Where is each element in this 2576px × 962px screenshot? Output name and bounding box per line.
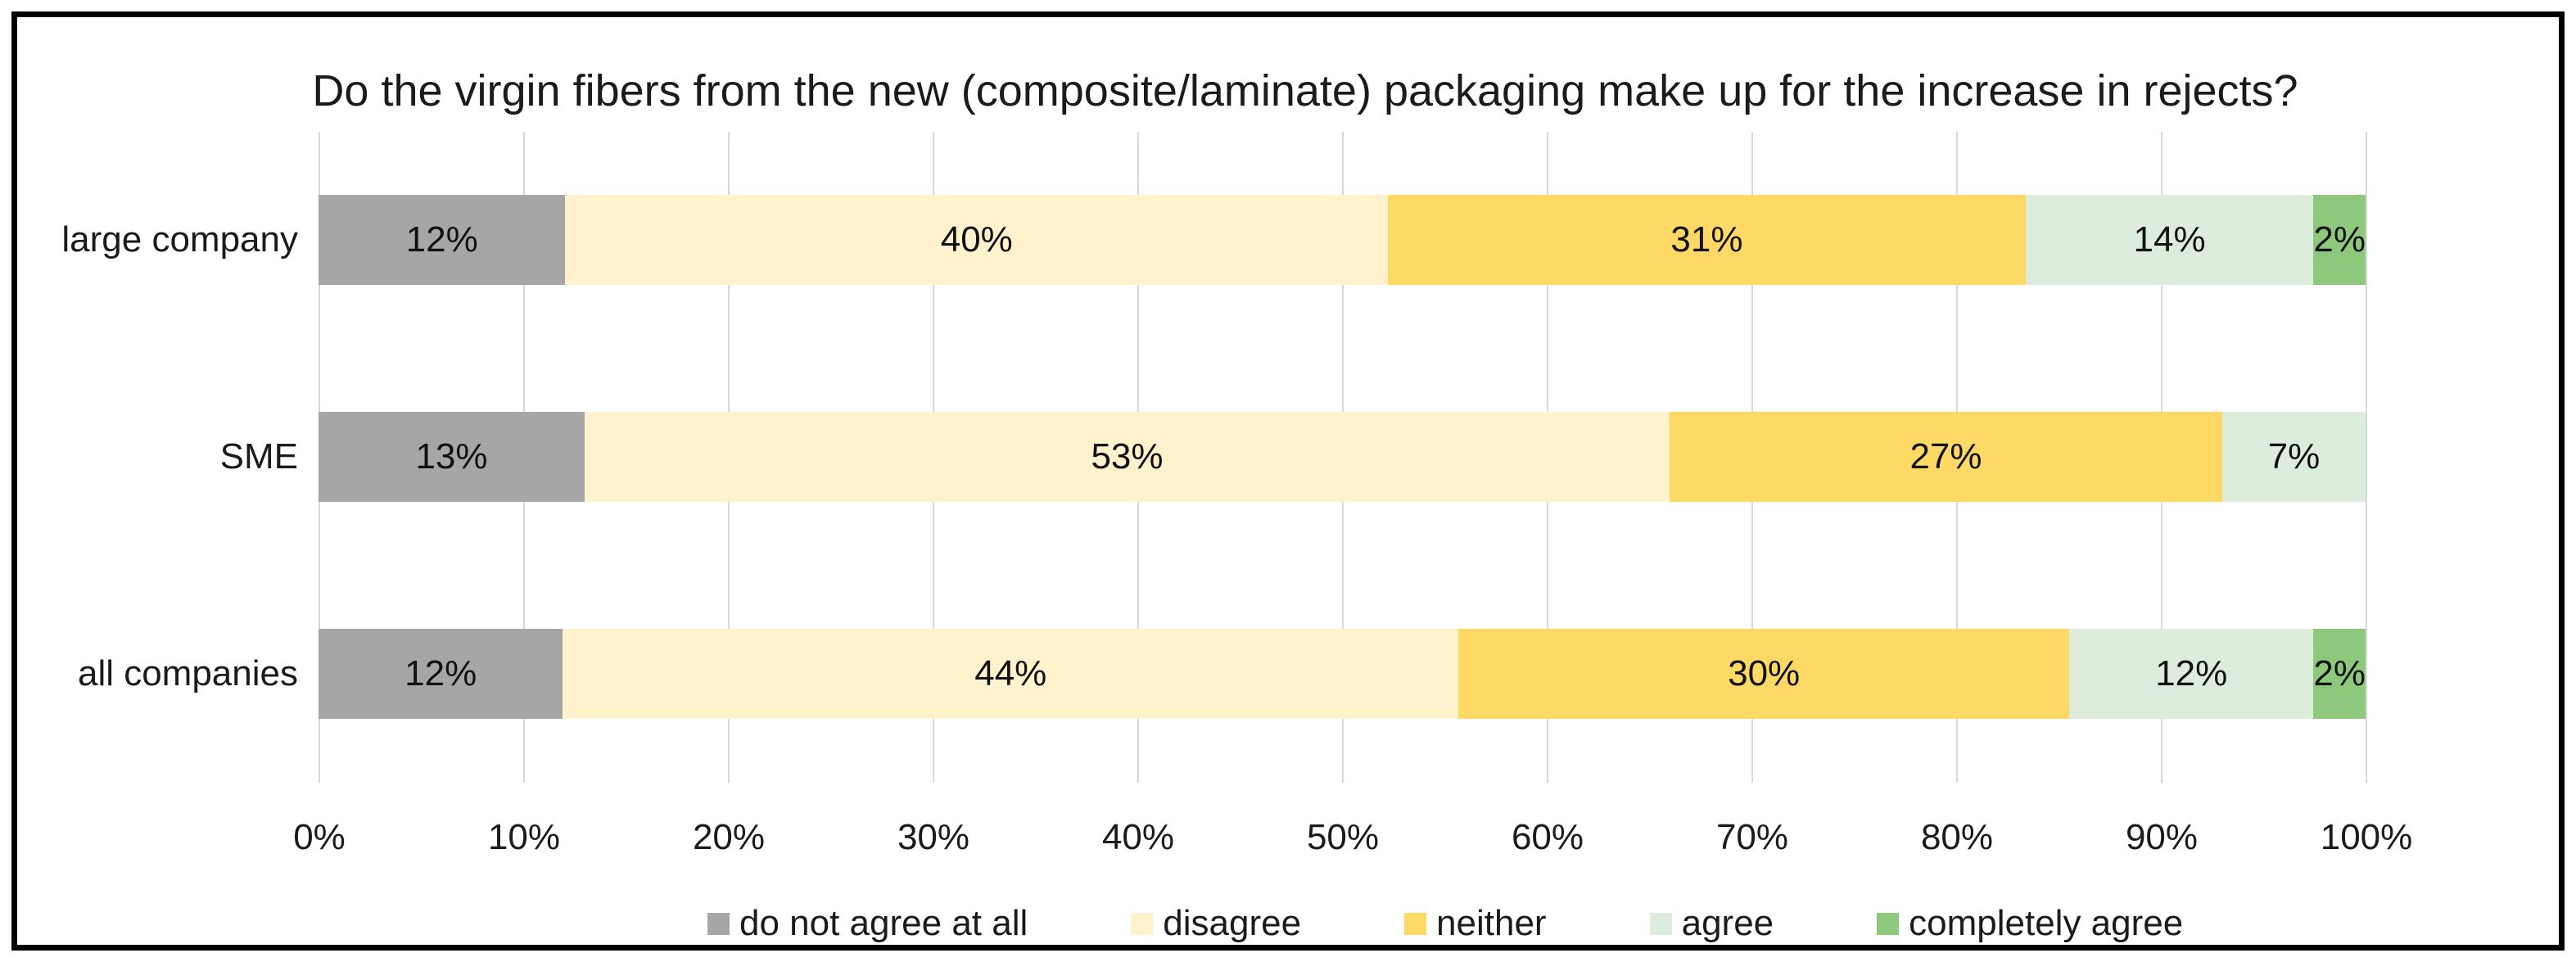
chart-title: Do the virgin fibers from the new (compo…: [312, 66, 2298, 115]
bar-segment: 31%: [1388, 195, 2026, 285]
bar-segment: 40%: [565, 195, 1389, 285]
stacked-bar-chart: Do the virgin fibers from the new (compo…: [34, 34, 2576, 962]
axis-tick-label: 70%: [1715, 817, 1789, 857]
legend-item: disagree: [1131, 903, 1301, 944]
legend-label: completely agree: [1909, 903, 2184, 943]
data-label: 30%: [1728, 653, 1801, 693]
data-label: 14%: [2133, 219, 2206, 260]
gridline: [2366, 132, 2367, 783]
bar-segment: 14%: [2025, 195, 2314, 285]
legend-swatch: [1649, 912, 1672, 935]
legend-label: disagree: [1163, 903, 1302, 943]
axis-tick-label: 80%: [1920, 817, 1994, 857]
bar-segment: 30%: [1458, 629, 2070, 719]
category-label: SME: [219, 436, 298, 476]
bar-segment: 12%: [2069, 629, 2314, 719]
category-label: all companies: [77, 653, 298, 693]
category-label: large company: [61, 219, 298, 260]
data-label: 13%: [415, 436, 488, 476]
legend-item: neither: [1404, 903, 1547, 944]
data-label: 12%: [404, 653, 477, 693]
legend-swatch: [1877, 912, 1900, 935]
bar-row: 12% 40% 31% 14% 2%: [319, 195, 2366, 285]
bar-row: 13% 53% 27% 7%: [319, 412, 2366, 502]
bar-segment: 53%: [585, 412, 1670, 502]
data-label: 7%: [2267, 436, 2321, 476]
axis-tick-label: 90%: [2125, 817, 2199, 857]
data-label: 53%: [1091, 436, 1164, 476]
bar-segment: 44%: [563, 629, 1459, 719]
bar-segment: 7%: [2222, 412, 2366, 502]
legend-swatch: [1131, 912, 1154, 935]
data-label: 2%: [2313, 653, 2366, 693]
legend: do not agree at all disagree neither agree c…: [707, 899, 2183, 948]
data-label: 2%: [2313, 219, 2366, 260]
axis-tick-label: 30%: [897, 817, 970, 857]
bar-segment: 12%: [319, 195, 566, 285]
bar-segment: 2%: [2313, 195, 2366, 285]
legend-item: completely agree: [1877, 903, 2183, 944]
legend-swatch: [707, 912, 730, 935]
legend-label: do not agree at all: [739, 903, 1028, 943]
legend-item: agree: [1649, 903, 1774, 944]
axis-tick-label: 50%: [1306, 817, 1380, 857]
data-label: 27%: [1909, 436, 1982, 476]
legend-label: agree: [1681, 903, 1774, 943]
bar-segment: 27%: [1670, 412, 2222, 502]
legend-swatch: [1404, 912, 1427, 935]
legend-label: neither: [1436, 903, 1547, 943]
bar-segment: 2%: [2313, 629, 2366, 719]
axis-tick-label: 20%: [692, 817, 766, 857]
chart-border-frame: Do the virgin fibers from the new (compo…: [11, 11, 2565, 951]
axis-tick-label: 10%: [487, 817, 561, 857]
data-label: 12%: [405, 219, 478, 260]
axis-tick-label: 0%: [293, 817, 346, 857]
legend-item: do not agree at all: [707, 903, 1028, 944]
data-label: 12%: [2155, 653, 2228, 693]
data-label: 44%: [974, 653, 1047, 693]
data-label: 40%: [940, 219, 1013, 260]
bar-row: 12% 44% 30% 12% 2%: [319, 629, 2366, 719]
axis-tick-label: 40%: [1101, 817, 1175, 857]
data-label: 31%: [1670, 219, 1743, 260]
plot-area: 12% 40% 31% 14% 2% 13% 53% 27% 7% 12% 44% 30% 12% 2%: [319, 132, 2367, 783]
bar-segment: 13%: [319, 412, 585, 502]
axis-tick-label: 60%: [1511, 817, 1584, 857]
bar-segment: 12%: [319, 629, 563, 719]
axis-tick-label: 100%: [2320, 817, 2413, 857]
